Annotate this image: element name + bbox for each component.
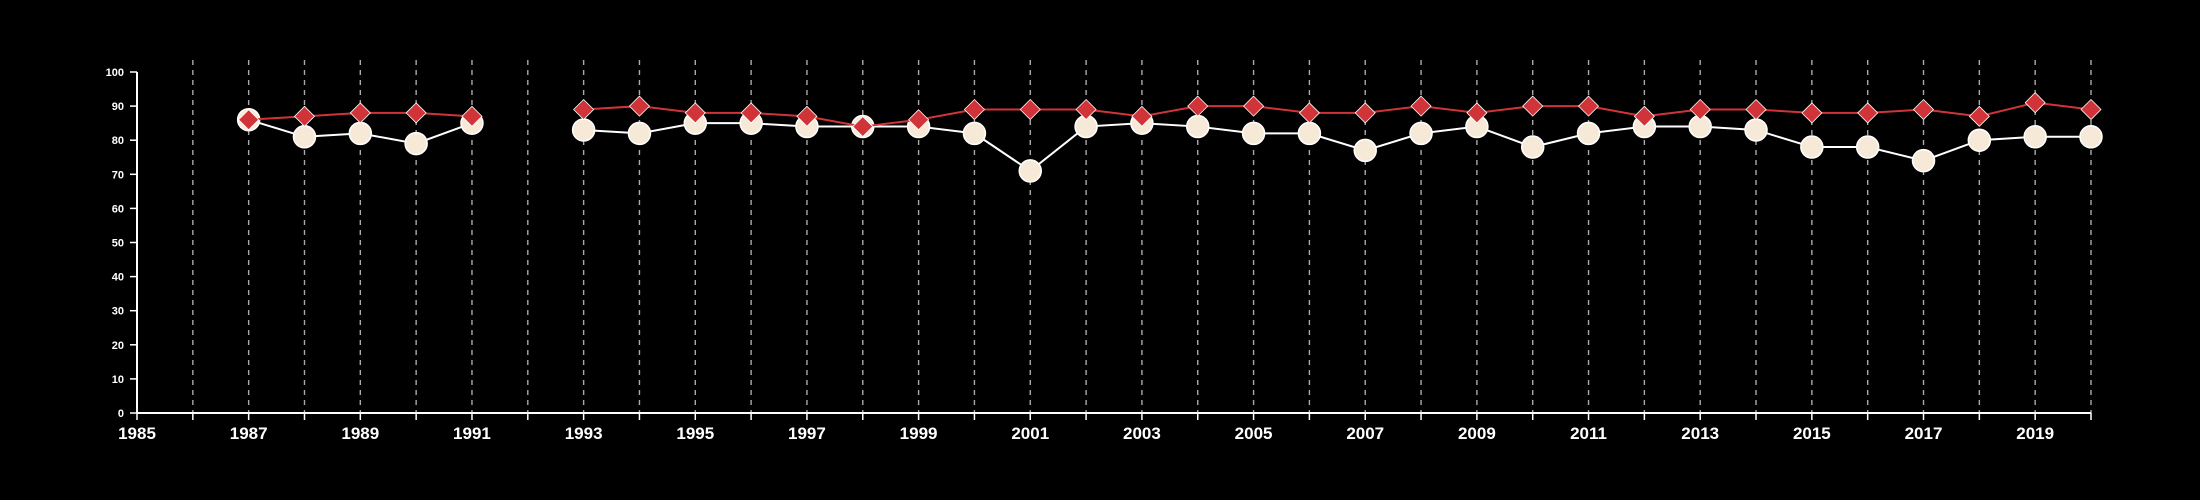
x-tick-label: 1989 — [341, 424, 379, 443]
x-tick-label: 2009 — [1458, 424, 1496, 443]
data-point — [1633, 105, 1655, 127]
data-point — [1297, 121, 1322, 146]
data-point — [2024, 92, 2046, 114]
data-point — [1577, 95, 1600, 117]
x-tick-label: 1991 — [453, 424, 491, 443]
y-tick-label: 70 — [112, 169, 124, 181]
y-tick-label: 100 — [106, 67, 124, 79]
data-point — [405, 102, 427, 124]
data-point — [1019, 98, 1041, 121]
data-point — [1522, 95, 1544, 117]
data-point — [2023, 125, 2047, 149]
data-point — [628, 95, 651, 117]
x-tick-label: 2003 — [1123, 424, 1161, 443]
x-tick-label: 1987 — [230, 424, 268, 443]
axes: 0 10 20 30 40 50 60 70 80 90 100 1985 1987 1989 1991 19… — [106, 67, 2092, 443]
data-point — [404, 131, 428, 156]
data-point — [1520, 135, 1545, 159]
x-tick-label: 1995 — [676, 424, 714, 443]
data-point — [2080, 98, 2102, 121]
data-point — [1689, 98, 1711, 121]
x-tick-label: 2011 — [1570, 424, 1607, 443]
data-point — [740, 102, 762, 124]
x-tick-label: 1985 — [118, 424, 156, 443]
data-point — [1241, 121, 1266, 146]
data-point — [1018, 159, 1043, 183]
y-tick-label: 90 — [112, 101, 124, 113]
data-point — [1410, 95, 1432, 117]
x-tick-label: 2007 — [1346, 424, 1384, 443]
series-line — [583, 122, 2091, 173]
data-point — [2079, 125, 2103, 149]
data-point — [627, 121, 652, 146]
x-tick-label: 1993 — [565, 424, 603, 443]
data-point — [1131, 105, 1153, 127]
data-point — [1911, 148, 1936, 173]
data-point — [796, 105, 818, 127]
series-diamond — [238, 92, 2102, 138]
data-point — [292, 125, 317, 149]
x-tick-label: 1997 — [788, 424, 826, 443]
data-point — [1967, 128, 1992, 152]
y-tick-label: 60 — [112, 203, 124, 215]
gridlines — [192, 60, 2092, 413]
data-point — [1354, 102, 1376, 124]
data-point — [963, 98, 985, 121]
data-point — [461, 105, 483, 127]
data-point — [1857, 102, 1879, 124]
data-point — [1855, 135, 1880, 159]
y-tick-label: 50 — [112, 238, 124, 250]
x-tick-label: 1999 — [900, 424, 938, 443]
data-point — [1576, 121, 1601, 146]
series-layer — [236, 92, 2103, 183]
data-point — [962, 121, 987, 146]
data-point — [1243, 95, 1265, 117]
data-point — [1298, 102, 1320, 124]
data-point — [1409, 121, 1433, 146]
data-point — [293, 105, 316, 127]
data-point — [1466, 102, 1488, 124]
y-tick-label: 10 — [112, 374, 124, 386]
y-tick-label: 80 — [112, 135, 124, 147]
data-point — [1800, 135, 1824, 159]
data-point — [1744, 118, 1768, 142]
x-tick-label: 2005 — [1235, 424, 1273, 443]
data-point — [852, 115, 874, 138]
x-tick-label: 2001 — [1011, 424, 1049, 443]
data-point — [1075, 98, 1097, 121]
y-tick-label: 40 — [112, 272, 124, 284]
y-tick-label: 30 — [112, 306, 124, 318]
data-point — [238, 109, 260, 131]
x-tick-label: 2019 — [2016, 424, 2054, 443]
data-point — [1801, 102, 1823, 124]
data-point — [1185, 114, 1210, 139]
y-tick-label: 0 — [118, 408, 124, 420]
x-tick-label: 2013 — [1681, 424, 1719, 443]
data-point — [1187, 95, 1209, 117]
data-point — [348, 121, 373, 146]
data-point — [571, 118, 596, 142]
x-tick-label: 2015 — [1793, 424, 1831, 443]
x-tick-label: 2017 — [1905, 424, 1943, 443]
data-point — [1353, 138, 1377, 163]
data-point — [1745, 98, 1767, 121]
data-point — [908, 109, 930, 131]
y-tick-label: 20 — [112, 340, 124, 352]
data-point — [349, 102, 371, 124]
data-point — [573, 98, 595, 121]
data-point — [1912, 98, 1935, 121]
series-line — [583, 101, 2092, 128]
data-point — [1968, 105, 1990, 127]
data-point — [684, 102, 706, 124]
